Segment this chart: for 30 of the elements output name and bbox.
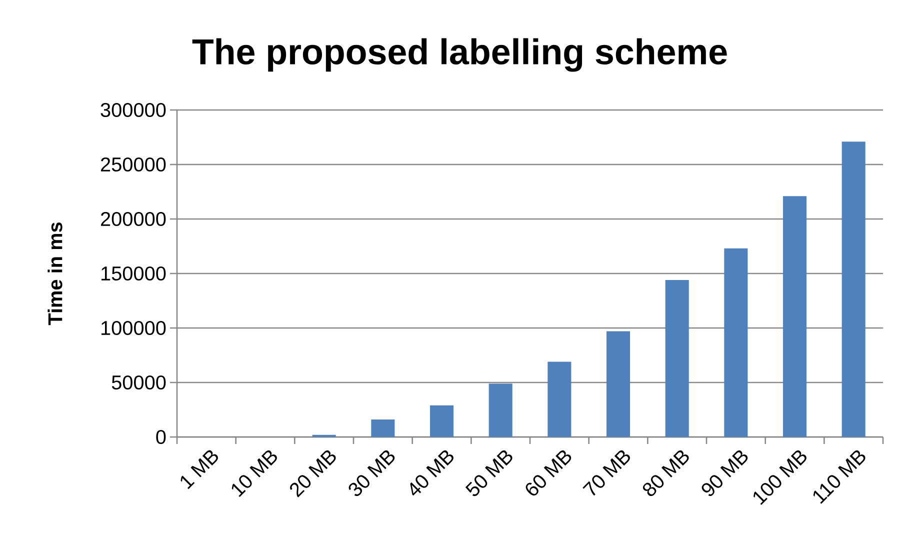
- y-tick-label: 150000: [102, 266, 166, 281]
- bar: [488, 384, 512, 437]
- x-tick-label: 70 MB: [582, 450, 630, 496]
- x-tick-label: 10 MB: [232, 450, 277, 498]
- x-tick-label: 40 MB: [410, 450, 454, 496]
- y-tick-label: 0: [156, 430, 166, 444]
- bar: [548, 362, 572, 437]
- bar: [371, 420, 395, 437]
- y-axis-title: Time in ms: [48, 222, 62, 326]
- bar: [724, 248, 748, 437]
- x-tick-label: 30 MB: [348, 450, 395, 496]
- y-tick-label: 100000: [102, 320, 166, 336]
- x-tick-label: 80 MB: [642, 450, 689, 496]
- x-tick-label: 100 MB: [754, 450, 806, 505]
- x-tick-label: 60 MB: [526, 450, 572, 496]
- x-tick-label: 110 MB: [813, 450, 866, 504]
- y-tick-label: 200000: [100, 212, 166, 226]
- y-tick-label: 250000: [100, 157, 166, 172]
- x-tick-label: 50 MB: [465, 450, 512, 496]
- bar: [782, 196, 807, 437]
- bar: [606, 331, 630, 437]
- y-tick-label: 300000: [100, 102, 166, 118]
- bar: [842, 142, 866, 437]
- y-tick-label: 50000: [112, 375, 166, 390]
- x-tick-label: 90 MB: [702, 450, 748, 496]
- chart-title: The proposed labelling scheme: [192, 38, 727, 72]
- x-tick-label: 20 MB: [290, 450, 336, 498]
- bar: [430, 405, 454, 437]
- x-tick-label: 1 MB: [180, 450, 218, 490]
- bar: [665, 280, 689, 437]
